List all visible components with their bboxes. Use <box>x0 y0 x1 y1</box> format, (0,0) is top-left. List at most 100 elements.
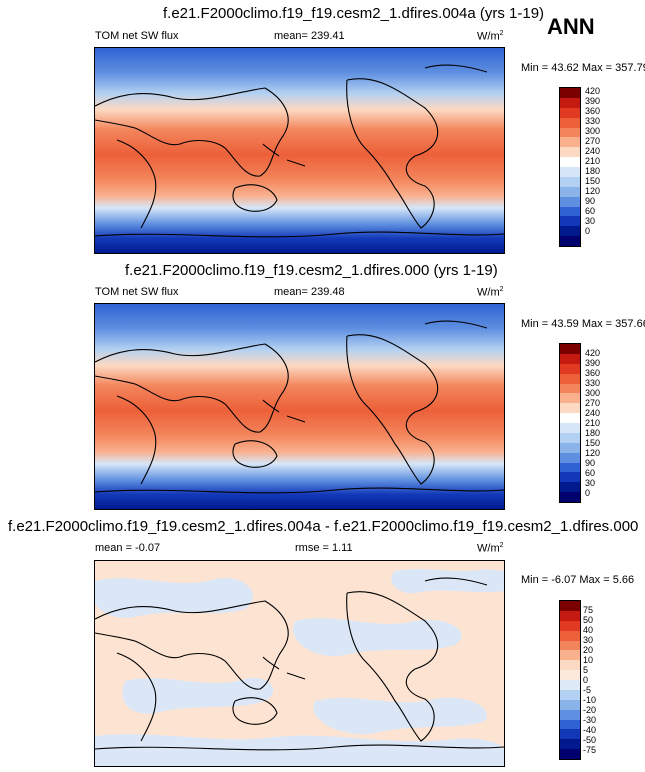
panel2-coastlines <box>95 320 504 494</box>
colorbar-swatch <box>560 167 580 177</box>
colorbar-swatch <box>560 472 580 483</box>
colorbar-swatch <box>560 719 580 730</box>
panel2-colorbar-tick: 60 <box>585 468 596 478</box>
colorbar-swatch <box>560 226 580 237</box>
colorbar-swatch <box>560 670 580 680</box>
panel3-colorbar-tick: -75 <box>583 745 597 755</box>
colorbar-swatch <box>560 689 580 700</box>
panel2-colorbar-tick: 240 <box>585 408 601 418</box>
panel1-minmax: Min = 43.62 Max = 357.79 <box>521 62 645 74</box>
colorbar-swatch <box>560 739 580 750</box>
colorbar-swatch <box>560 462 580 473</box>
colorbar-swatch <box>560 97 580 108</box>
panel1-coastlines <box>95 64 504 238</box>
colorbar-swatch <box>560 413 580 423</box>
colorbar-swatch <box>560 383 580 394</box>
panel1-colorbar-tick: 240 <box>585 146 601 156</box>
panel2-units: W/m2 <box>477 286 504 299</box>
panel1-colorbar-tick: 300 <box>585 126 601 136</box>
panel3-colorbar-tick: 20 <box>583 645 594 655</box>
panel1-colorbar-tick: 360 <box>585 106 601 116</box>
panel2-colorbar-tick: 210 <box>585 418 601 428</box>
panel3-mean-label: mean = -0.07 <box>95 542 161 554</box>
colorbar-swatch <box>560 236 580 246</box>
panel1-variable-label: TOM net SW flux <box>95 30 179 42</box>
panel3-colorbar-tick: 0 <box>583 675 589 685</box>
colorbar-swatch <box>560 601 580 611</box>
colorbar-swatch <box>560 117 580 128</box>
panel2-colorbar-tick: 150 <box>585 438 601 448</box>
colorbar-swatch <box>560 432 580 443</box>
colorbar-swatch <box>560 206 580 217</box>
panel3-colorbar-tick: 5 <box>583 665 589 675</box>
panel2-colorbar-tick: 330 <box>585 378 601 388</box>
colorbar-swatch <box>560 88 580 98</box>
colorbar-swatch <box>560 442 580 453</box>
panel1-colorbar-tick: 120 <box>585 186 601 196</box>
colorbar-swatch <box>560 610 580 621</box>
panel1-colorbar-tick: 0 <box>585 226 591 236</box>
panel1-colorbar-tick: 330 <box>585 116 601 126</box>
panel3-coastlines <box>95 577 504 751</box>
panel2-colorbar-tick: 390 <box>585 358 601 368</box>
colorbar-swatch <box>560 363 580 374</box>
panel2-mean-label: mean= 239.48 <box>274 286 345 298</box>
panel2-colorbar-tick: 30 <box>585 478 596 488</box>
panel2-variable-label: TOM net SW flux <box>95 286 179 298</box>
panel3-colorbar <box>559 600 581 760</box>
panel2-colorbar-tick: 420 <box>585 348 601 358</box>
colorbar-swatch <box>560 729 580 740</box>
colorbar-swatch <box>560 699 580 710</box>
colorbar-swatch <box>560 393 580 404</box>
colorbar-swatch <box>560 373 580 384</box>
panel3-colorbar-tick: -10 <box>583 695 597 705</box>
colorbar-swatch <box>560 680 580 690</box>
panel3-map <box>94 560 505 767</box>
colorbar-swatch <box>560 423 580 433</box>
panel1-colorbar-tick: 180 <box>585 166 601 176</box>
panel2-colorbar-tick: 180 <box>585 428 601 438</box>
panel3-colorbar-tick: -40 <box>583 725 597 735</box>
colorbar-swatch <box>560 620 580 631</box>
panel1-mean-label: mean= 239.41 <box>274 30 345 42</box>
panel2-colorbar-tick: 90 <box>585 458 596 468</box>
panel3-colorbar-tick: -20 <box>583 705 597 715</box>
panel1-colorbar-tick: 90 <box>585 196 596 206</box>
panel3-colorbar-tick: 75 <box>583 605 594 615</box>
colorbar-swatch <box>560 403 580 414</box>
panel3-title: f.e21.F2000climo.f19_f19.cesm2_1.dfires.… <box>8 518 639 535</box>
panel1-title: f.e21.F2000climo.f19_f19.cesm2_1.dfires.… <box>163 5 545 22</box>
panel3-negative-anomalies <box>95 569 504 766</box>
colorbar-swatch <box>560 650 580 661</box>
panel1-colorbar-tick: 210 <box>585 156 601 166</box>
panel2-minmax: Min = 43.59 Max = 357.66 <box>521 318 645 330</box>
panel3-colorbar-tick: 10 <box>583 655 594 665</box>
panel3-colorbar-tick: 50 <box>583 615 594 625</box>
panel2-colorbar-tick: 0 <box>585 488 591 498</box>
colorbar-swatch <box>560 137 580 148</box>
panel1-colorbar-tick: 420 <box>585 86 601 96</box>
colorbar-swatch <box>560 353 580 364</box>
panel1-units: W/m2 <box>477 30 504 43</box>
colorbar-swatch <box>560 749 580 759</box>
panel3-rmse-label: rmse = 1.11 <box>295 542 353 554</box>
panel3-colorbar-tick: -30 <box>583 715 597 725</box>
panel1-colorbar-tick: 390 <box>585 96 601 106</box>
panel1-colorbar-tick: 150 <box>585 176 601 186</box>
panel1-colorbar-tick: 30 <box>585 216 596 226</box>
panel3-colorbar-tick: -50 <box>583 735 597 745</box>
panel3-colorbar-tick: 40 <box>583 625 594 635</box>
colorbar-swatch <box>560 630 580 641</box>
colorbar-swatch <box>560 216 580 227</box>
colorbar-swatch <box>560 344 580 354</box>
colorbar-swatch <box>560 482 580 493</box>
colorbar-swatch <box>560 492 580 502</box>
panel2-title: f.e21.F2000climo.f19_f19.cesm2_1.dfires.… <box>125 262 498 279</box>
colorbar-swatch <box>560 107 580 118</box>
colorbar-swatch <box>560 709 580 720</box>
colorbar-swatch <box>560 127 580 138</box>
colorbar-swatch <box>560 186 580 197</box>
colorbar-swatch <box>560 452 580 463</box>
panel3-units: W/m2 <box>477 542 504 555</box>
colorbar-swatch <box>560 157 580 167</box>
